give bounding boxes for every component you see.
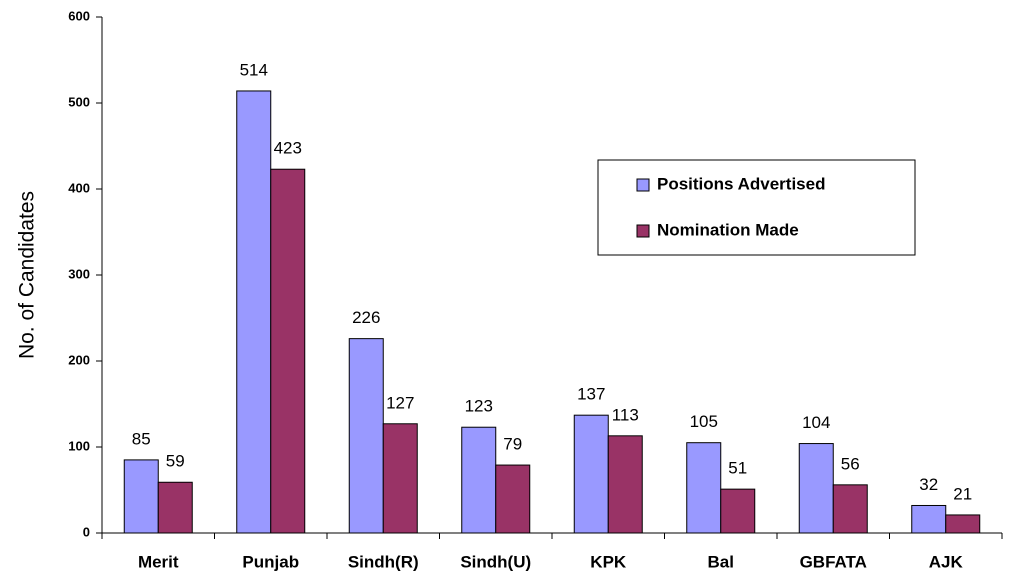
value-label: 85 [132,429,151,448]
bar [720,488,756,534]
value-label: 423 [274,139,302,158]
value-label: 113 [612,405,639,424]
y-axis-label: No. of Candidates [16,191,39,359]
bar [607,435,643,534]
y-tick-label: 100 [68,438,90,453]
value-label: 104 [802,413,830,432]
legend-swatch [636,178,650,192]
x-tick-label: GBFATA [800,552,867,571]
bar [348,338,384,534]
bar [911,504,947,534]
value-label: 137 [577,385,605,404]
bar [270,168,306,534]
value-label: 514 [240,60,268,79]
legend-box [597,159,916,256]
y-tick-label: 400 [68,180,90,195]
y-tick-label: 500 [68,94,90,109]
legend-label: Positions Advertised [657,174,825,193]
bar [945,514,981,534]
x-tick-label: Merit [138,552,179,571]
value-label: 79 [503,435,522,454]
x-tick-label: Punjab [242,552,299,571]
bar [157,481,193,534]
x-tick-label: Bal [708,552,734,571]
value-label: 123 [465,397,493,416]
bar [123,459,159,534]
legend-label: Nomination Made [657,220,799,239]
bar [495,464,531,534]
x-tick-label: KPK [590,552,627,571]
bar [382,423,418,534]
y-tick-label: 300 [68,266,90,281]
value-label: 127 [386,393,414,412]
bar [236,90,272,534]
value-label: 105 [690,412,718,431]
y-tick-label: 0 [83,524,90,539]
x-tick-label: Sindh(R) [348,552,419,571]
bar [832,484,868,534]
value-label: 56 [841,454,860,473]
x-tick-label: AJK [929,552,964,571]
bar [461,426,497,534]
value-label: 32 [919,475,938,494]
x-tick-label: Sindh(U) [460,552,531,571]
y-tick-label: 600 [68,8,90,23]
value-label: 21 [953,484,972,503]
bar [573,414,609,534]
legend-swatch [636,224,650,238]
value-label: 59 [166,452,185,471]
bar [798,443,834,534]
bar [686,442,722,534]
y-tick-label: 200 [68,352,90,367]
value-label: 51 [728,459,747,478]
value-label: 226 [352,308,380,327]
